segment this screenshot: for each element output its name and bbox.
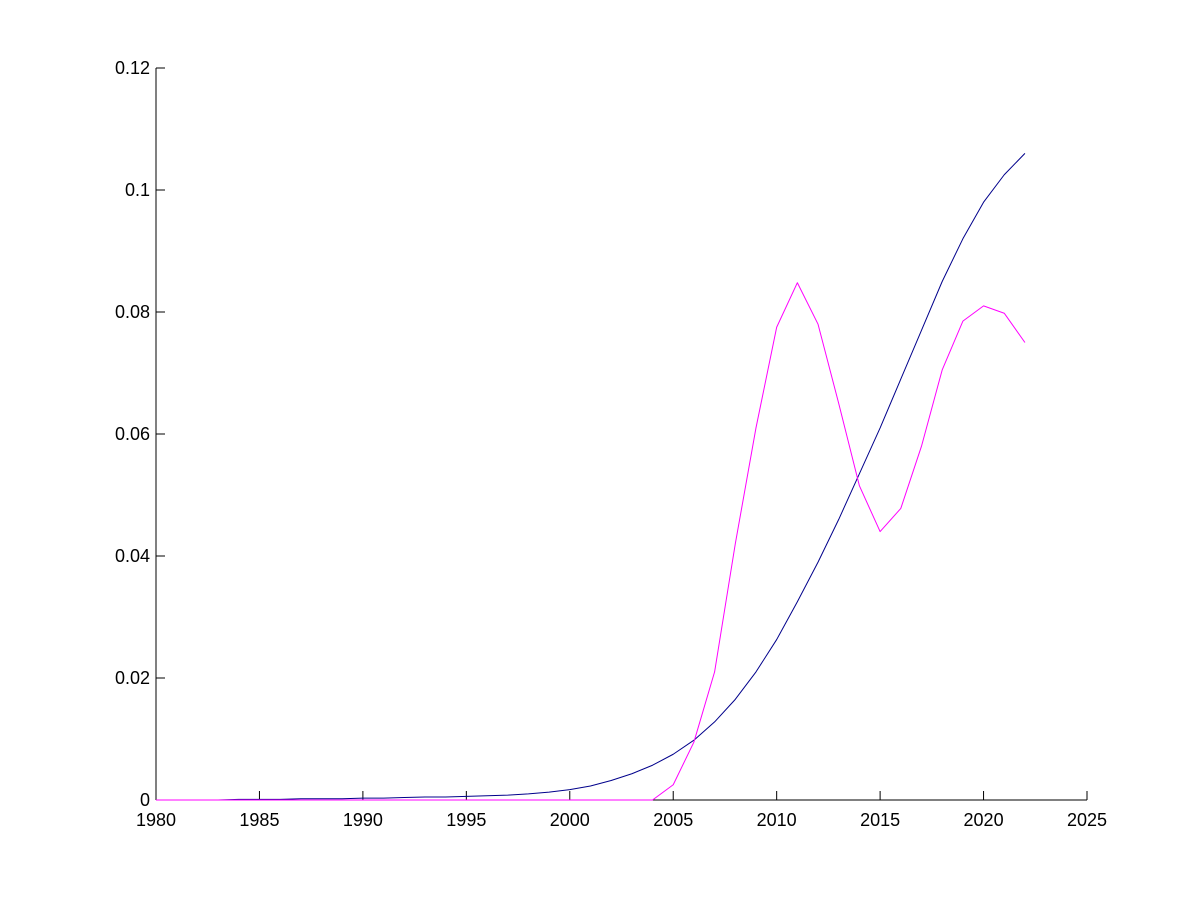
x-tick-label: 1980 bbox=[136, 810, 176, 830]
x-tick-label: 1990 bbox=[343, 810, 383, 830]
y-tick-label: 0.04 bbox=[115, 546, 150, 566]
x-tick-label: 2010 bbox=[757, 810, 797, 830]
y-tick-label: 0.12 bbox=[115, 58, 150, 78]
axes bbox=[155, 67, 1088, 801]
x-tick-label: 1985 bbox=[239, 810, 279, 830]
x-tick-label: 2020 bbox=[964, 810, 1004, 830]
y-tick-label: 0.02 bbox=[115, 668, 150, 688]
y-tick-label: 0.06 bbox=[115, 424, 150, 444]
x-tick-label: 2015 bbox=[860, 810, 900, 830]
y-tick-label: 0.08 bbox=[115, 302, 150, 322]
tick-labels: 1980 1985 1990 1995 2000 2005 2010 2015 2020 2025… bbox=[115, 58, 1107, 830]
x-tick-label: 2000 bbox=[550, 810, 590, 830]
x-tick-label: 2005 bbox=[653, 810, 693, 830]
x-tick-label: 2025 bbox=[1067, 810, 1107, 830]
y-tick-label: 0.1 bbox=[125, 180, 150, 200]
series-lines bbox=[156, 153, 1026, 801]
series-line-2 bbox=[156, 282, 1026, 801]
y-tick-label: 0 bbox=[140, 790, 150, 810]
x-tick-label: 1995 bbox=[446, 810, 486, 830]
series-line-1 bbox=[156, 153, 1026, 801]
